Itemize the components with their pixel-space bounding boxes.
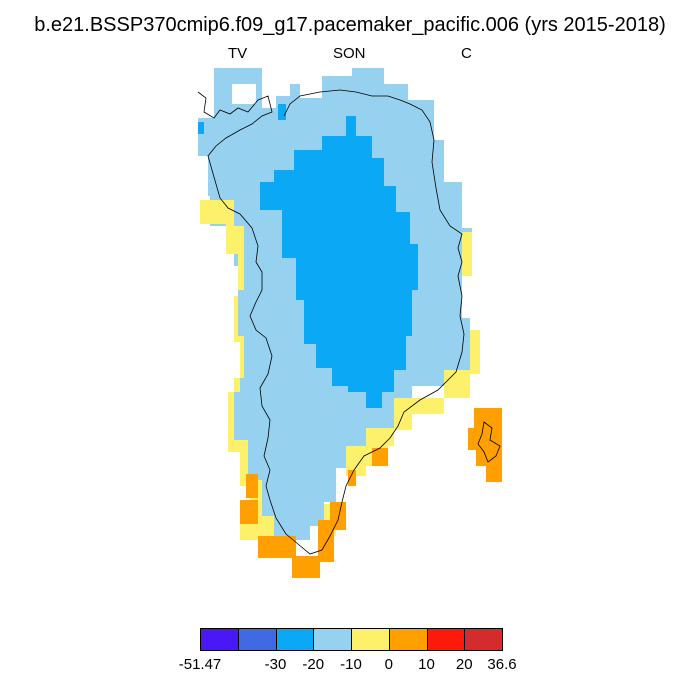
edge-blue-cell <box>198 122 204 134</box>
colorbar-box-1 <box>200 628 239 651</box>
orange-region <box>240 408 502 578</box>
colorbar-label: -10 <box>340 656 362 673</box>
colorbar-label: 20 <box>455 656 473 673</box>
colorbar-box-4 <box>313 628 352 651</box>
colorbar-box-7 <box>426 628 466 651</box>
colorbar-label: 36.6 <box>487 656 517 673</box>
figure-title: b.e21.BSSP370cmip6.f09_g17.pacemaker_pac… <box>34 14 666 36</box>
colorbar-box-2 <box>237 628 277 651</box>
colorbar-label: -51.47 <box>178 656 222 673</box>
season-label: SON <box>333 45 366 62</box>
blue-region <box>260 116 418 408</box>
colorbar-box-3 <box>275 628 315 651</box>
colorbar-label: 0 <box>384 656 393 673</box>
colorbar-label: -30 <box>264 656 287 673</box>
coastline <box>197 89 465 555</box>
colorbar-label: 10 <box>418 656 435 673</box>
units-label: C <box>461 45 472 62</box>
colorbar-box-6 <box>388 628 428 651</box>
coastline-island <box>477 421 501 463</box>
variable-label: TV <box>228 45 248 62</box>
small-blue-cell <box>278 104 286 120</box>
colorbar-box-8 <box>464 628 503 651</box>
yellow-region-east <box>324 232 480 536</box>
colorbar-box-5 <box>351 628 390 651</box>
colorbar-label: -20 <box>302 656 325 673</box>
white-gap <box>198 68 322 118</box>
